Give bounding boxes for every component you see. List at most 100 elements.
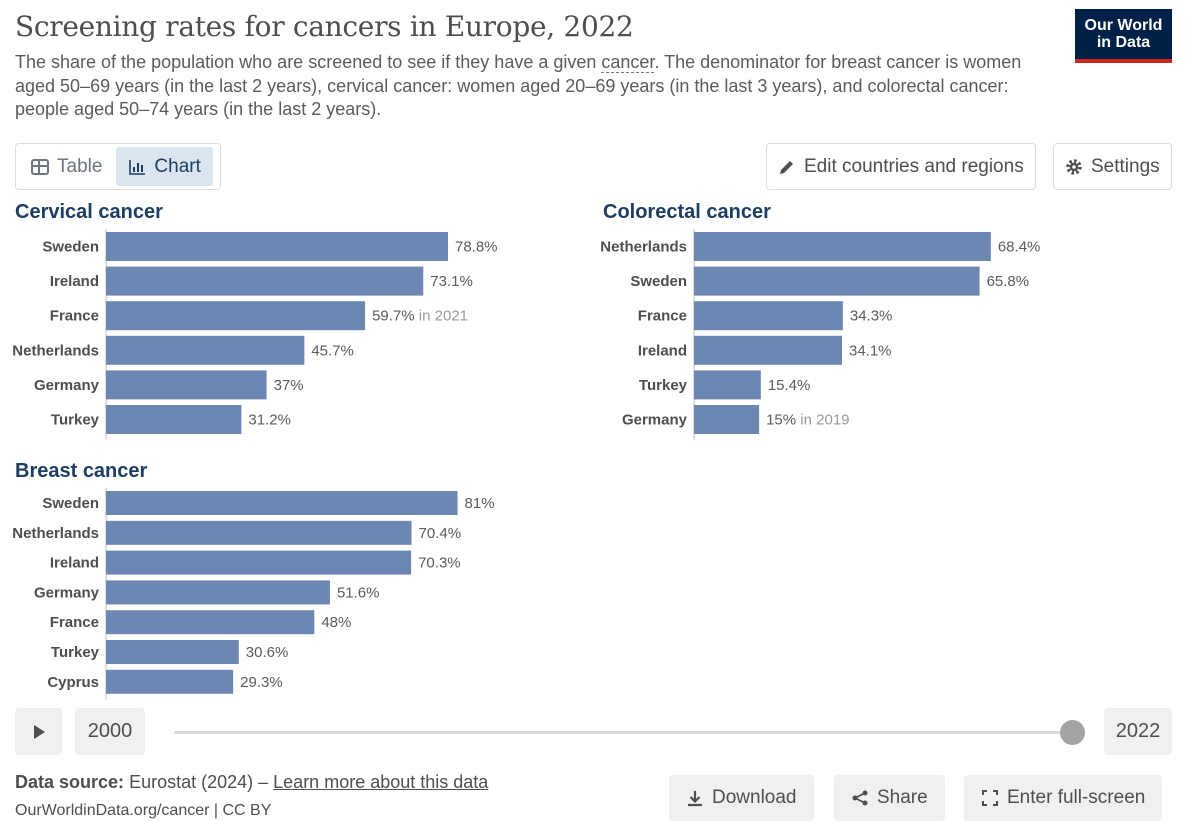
colorectal-cancer-bar-ireland[interactable] [694, 335, 842, 365]
timeline-end-year[interactable]: 2022 [1104, 708, 1172, 755]
cervical-cancer-bar-ireland[interactable] [106, 266, 424, 296]
cervical-cancer-bar-netherlands[interactable] [106, 335, 305, 365]
breast-cancer-bar-germany[interactable] [106, 580, 330, 605]
settings-button[interactable]: Settings [1053, 143, 1172, 190]
share-icon [852, 790, 868, 806]
cervical-cancer-value-germany: 37% [274, 377, 304, 394]
cervical-cancer-note-france: in 2021 [415, 308, 468, 325]
breast-cancer-value-text-cyprus: 29.3% [240, 674, 283, 691]
colorectal-cancer-value-text-germany: 15% [766, 412, 796, 429]
breast-cancer-label-germany: Germany [34, 584, 100, 601]
colorectal-cancer-label-germany: Germany [622, 412, 688, 429]
cervical-cancer-value-text-turkey: 31.2% [248, 412, 291, 429]
breast-cancer-bar-sweden[interactable] [106, 491, 458, 515]
logo-line-2: in Data [1096, 34, 1151, 51]
breast-cancer-bar-france[interactable] [106, 610, 315, 635]
tab-chart-label: Chart [154, 155, 201, 177]
tab-chart[interactable]: Chart [116, 147, 213, 186]
cervical-cancer-bar-france[interactable] [106, 301, 366, 331]
colorectal-cancer-bar-turkey[interactable] [694, 370, 761, 400]
download-icon [688, 791, 702, 807]
chart-subtitle: The share of the population who are scre… [15, 51, 1045, 122]
breast-cancer-bar-netherlands[interactable] [106, 520, 412, 545]
cervical-cancer-value-text-germany: 37% [274, 377, 304, 394]
colorectal-cancer-note-germany: in 2019 [796, 412, 849, 429]
cervical-cancer-value-turkey: 31.2% [248, 412, 291, 429]
colorectal-cancer-bar-netherlands[interactable] [694, 232, 991, 261]
cervical-cancer-value-text-ireland: 73.1% [430, 273, 473, 290]
panel-title-colorectal: Colorectal cancer [603, 201, 771, 223]
breast-cancer-value-turkey: 30.6% [246, 644, 289, 661]
breast-cancer-bar-cyprus[interactable] [106, 669, 234, 694]
colorectal-cancer-value-turkey: 15.4% [768, 377, 811, 394]
gear-icon [1066, 158, 1082, 175]
breast-cancer-bar-ireland[interactable] [106, 550, 412, 575]
edit-countries-label: Edit countries and regions [804, 155, 1024, 177]
colorectal-cancer-value-ireland: 34.1% [849, 342, 892, 359]
breast-cancer-value-sweden: 81% [465, 495, 495, 512]
cervical-cancer-label-france: France [50, 308, 99, 325]
play-icon [33, 724, 45, 739]
breast-cancer-value-cyprus: 29.3% [240, 674, 283, 691]
learn-more-link[interactable]: Learn more about this data [273, 772, 489, 792]
breast-cancer-label-sweden: Sweden [42, 495, 99, 512]
cervical-cancer-value-netherlands: 45.7% [311, 342, 354, 359]
cervical-cancer-value-ireland: 73.1% [430, 273, 473, 290]
settings-label: Settings [1091, 155, 1160, 177]
colorectal-cancer-label-sweden: Sweden [630, 273, 687, 290]
timeline-handle[interactable] [1060, 720, 1085, 745]
colorectal-cancer-value-france: 34.3% [850, 308, 893, 325]
breast-cancer-value-text-france: 48% [321, 614, 351, 631]
breast-cancer-label-turkey: Turkey [51, 644, 100, 661]
breast-cancer-value-text-turkey: 30.6% [246, 644, 289, 661]
timeline-track[interactable] [174, 731, 1074, 734]
edit-countries-button[interactable]: Edit countries and regions [766, 143, 1036, 190]
cervical-cancer-value-text-netherlands: 45.7% [311, 342, 354, 359]
colorectal-cancer-label-netherlands: Netherlands [600, 239, 687, 256]
cervical-cancer-value-france: 59.7% in 2021 [372, 308, 468, 325]
breast-cancer-label-cyprus: Cyprus [47, 674, 99, 691]
pencil-icon [780, 160, 793, 174]
colorectal-cancer-bar-germany[interactable] [694, 405, 760, 434]
breast-cancer-label-france: France [50, 614, 99, 631]
colorectal-cancer-bar-sweden[interactable] [694, 266, 980, 296]
view-tabs: Table Chart [15, 143, 221, 190]
cervical-cancer-value-text-france: 59.7% [372, 308, 415, 325]
source-text: Eurostat (2024) – [129, 772, 269, 792]
subtitle-text-pre: The share of the population who are scre… [15, 52, 602, 72]
breast-cancer-value-netherlands: 70.4% [419, 525, 462, 542]
breast-cancer-value-text-ireland: 70.3% [418, 555, 461, 572]
cervical-cancer-bar-turkey[interactable] [106, 405, 242, 434]
cervical-cancer-bar-germany[interactable] [106, 370, 267, 400]
breast-cancer-value-text-netherlands: 70.4% [419, 525, 462, 542]
fullscreen-button[interactable]: Enter full-screen [964, 775, 1163, 821]
colorectal-cancer-bar-france[interactable] [694, 301, 843, 331]
breast-cancer-bar-turkey[interactable] [106, 640, 239, 664]
share-label: Share [877, 787, 928, 808]
cervical-cancer-label-sweden: Sweden [42, 239, 99, 256]
owid-logo[interactable]: Our World in Data [1075, 9, 1172, 63]
tab-table-label: Table [57, 155, 103, 177]
download-label: Download [712, 787, 797, 808]
breast-cancer-value-text-germany: 51.6% [337, 584, 380, 601]
breast-cancer-value-ireland: 70.3% [418, 555, 461, 572]
colorectal-cancer-value-text-ireland: 34.1% [849, 342, 892, 359]
breast-cancer-label-netherlands: Netherlands [12, 525, 99, 542]
timeline-start-year[interactable]: 2000 [75, 708, 145, 755]
share-button[interactable]: Share [834, 775, 945, 821]
play-button[interactable] [15, 708, 62, 755]
colorectal-cancer-value-sweden: 65.8% [987, 273, 1030, 290]
download-button[interactable]: Download [669, 775, 814, 821]
source-label: Data source: [15, 772, 125, 792]
fullscreen-label: Enter full-screen [1007, 787, 1146, 808]
breast-cancer-value-france: 48% [321, 614, 351, 631]
cervical-cancer-label-germany: Germany [34, 377, 100, 394]
data-source: Data source: Eurostat (2024) – Learn mor… [15, 772, 488, 793]
cervical-cancer-label-ireland: Ireland [50, 273, 99, 290]
cervical-cancer-bar-sweden[interactable] [106, 232, 448, 261]
colorectal-cancer-value-text-france: 34.3% [850, 308, 893, 325]
colorectal-cancer-label-france: France [638, 308, 687, 325]
cancer-definition-link[interactable]: cancer [601, 52, 655, 73]
tab-table[interactable]: Table [19, 147, 114, 186]
